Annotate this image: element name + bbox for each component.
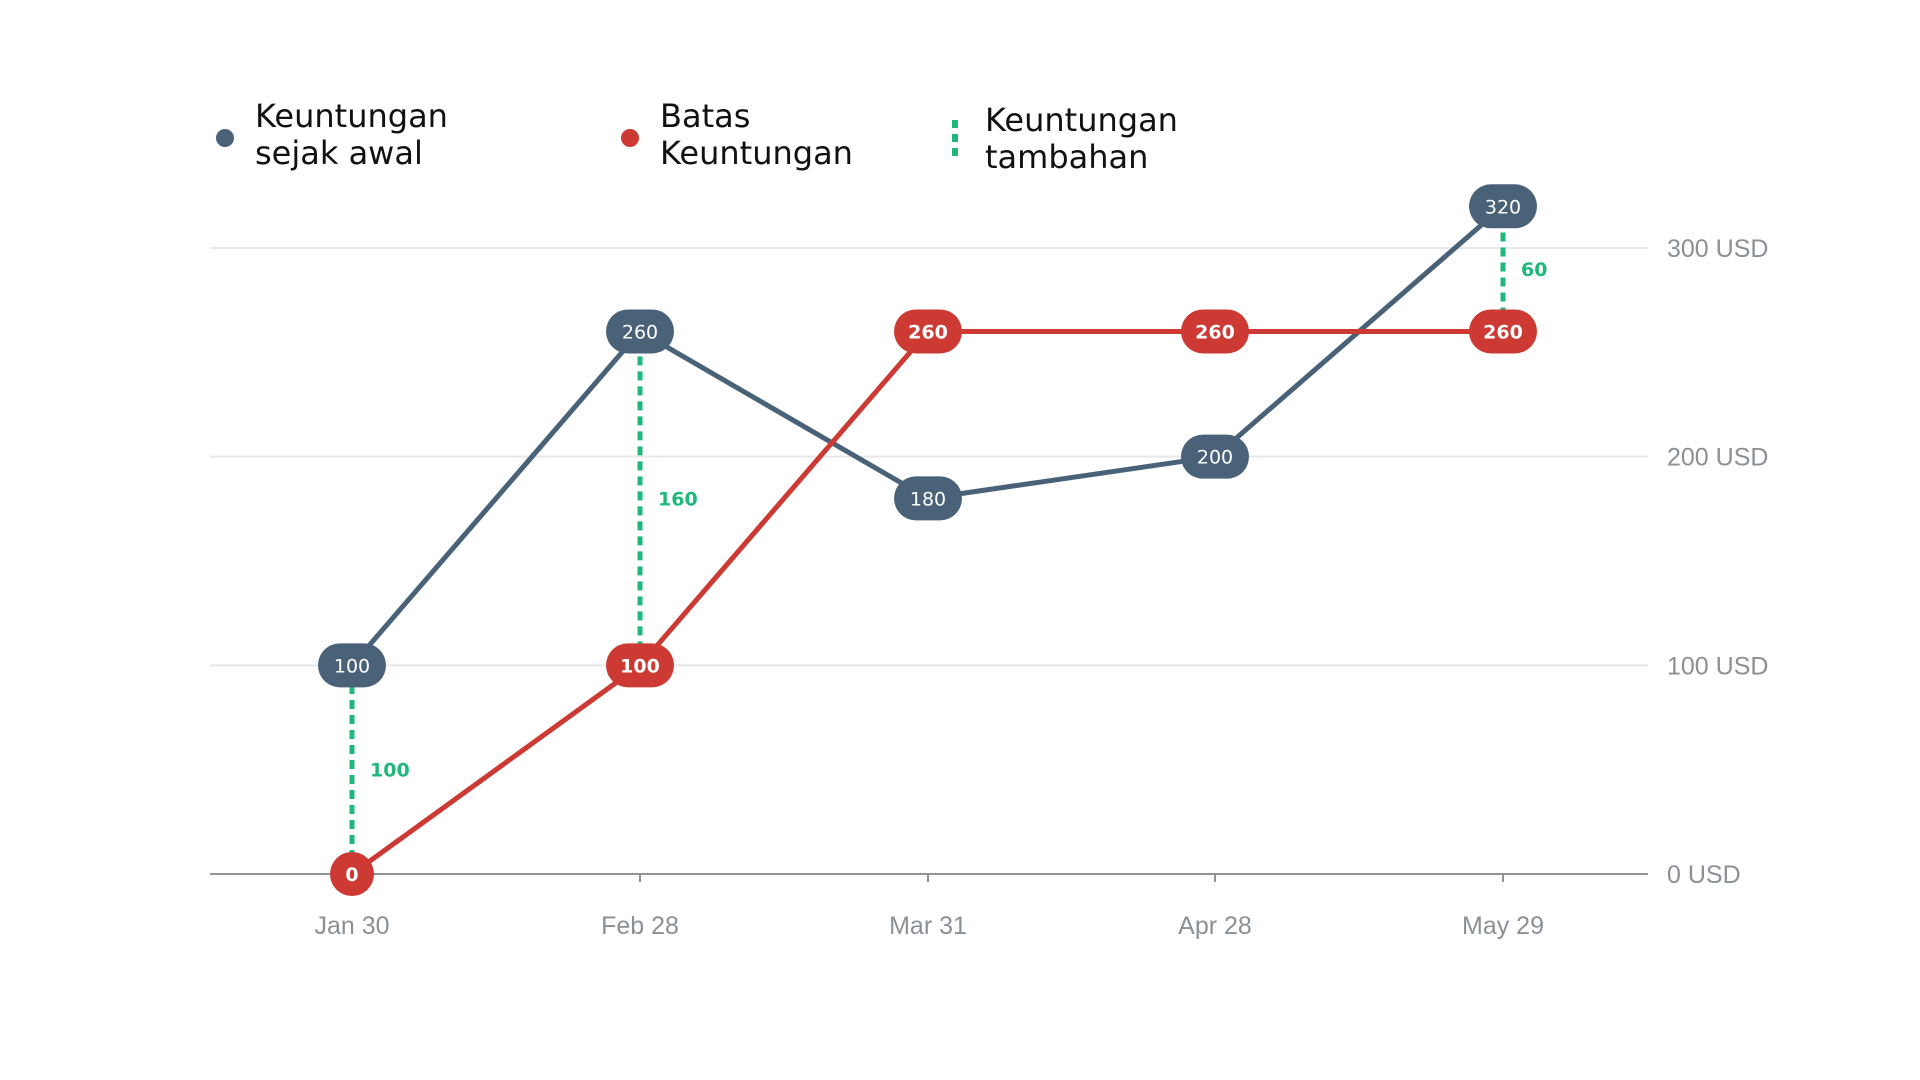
cumulative-point	[1181, 434, 1249, 479]
threshold-point-label: 100	[620, 655, 660, 677]
threshold-point-label: 260	[908, 321, 948, 343]
cumulative-point-label: 260	[622, 321, 658, 343]
y-tick-label: 300 USD	[1667, 235, 1768, 263]
cumulative-point-label: 100	[334, 655, 370, 677]
profit-threshold-line	[349, 328, 1506, 877]
threshold-point-label: 0	[345, 864, 358, 886]
y-tick-label: 0 USD	[1667, 861, 1741, 889]
x-tick-label: Mar 31	[889, 912, 967, 940]
threshold-point	[894, 309, 962, 354]
cumulative-point	[894, 476, 962, 521]
legend-label-line2: sejak awal	[255, 134, 423, 172]
cumulative-point-label: 320	[1485, 196, 1521, 218]
threshold-point	[1181, 309, 1249, 354]
legend-label-line2: Keuntungan	[660, 134, 853, 172]
cumulative-profit-line	[349, 203, 1506, 668]
legend-marker-dot	[621, 129, 639, 147]
legend-label-line1: Keuntungan	[985, 101, 1178, 139]
y-tick-label: 100 USD	[1667, 652, 1768, 680]
threshold-point	[330, 852, 374, 896]
threshold-point-label: 260	[1195, 321, 1235, 343]
extra-profit-label: 100	[370, 760, 410, 782]
extra-profit-label: 60	[1521, 259, 1547, 281]
legend-label-line1: Batas	[660, 97, 750, 135]
cumulative-point	[606, 309, 674, 354]
x-tick-label: May 29	[1462, 912, 1544, 940]
x-tick-label: Apr 28	[1178, 912, 1252, 940]
legend-label-line1: Keuntungan	[255, 97, 448, 135]
legend-label-line2: tambahan	[985, 138, 1148, 176]
cumulative-point-label: 200	[1197, 447, 1233, 469]
y-tick-label: 200 USD	[1667, 444, 1768, 472]
threshold-point-label: 260	[1483, 321, 1523, 343]
legend-marker-dot	[216, 129, 234, 147]
threshold-point	[606, 643, 674, 688]
x-tick-label: Feb 28	[601, 912, 679, 940]
cumulative-point-label: 180	[910, 488, 946, 510]
extra-profit-label: 160	[658, 488, 698, 510]
cumulative-point	[318, 643, 386, 688]
cumulative-point	[1469, 184, 1537, 229]
x-tick-label: Jan 30	[314, 912, 389, 940]
threshold-point	[1469, 309, 1537, 354]
